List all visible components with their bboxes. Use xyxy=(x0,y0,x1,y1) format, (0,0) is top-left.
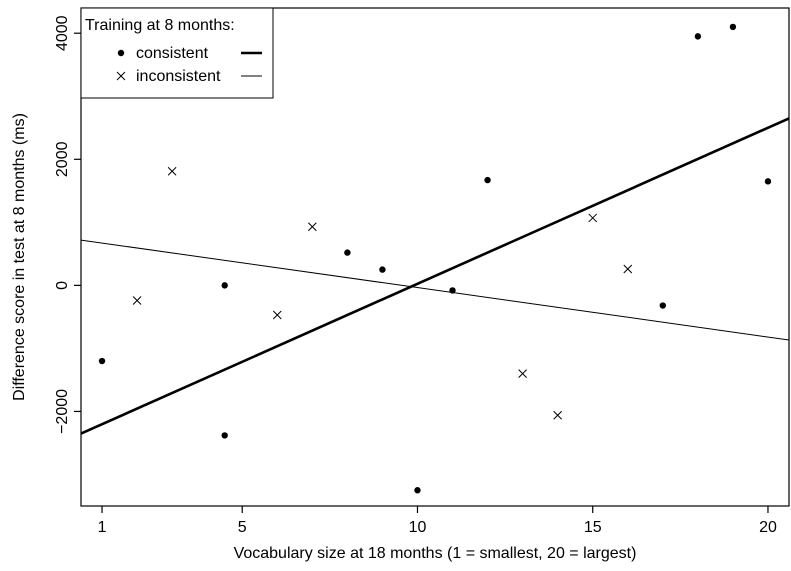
point-inconsistent xyxy=(132,296,142,305)
point-inconsistent xyxy=(518,369,527,378)
x-tick-label: 15 xyxy=(584,519,602,536)
point-inconsistent xyxy=(553,410,563,420)
fit-lines xyxy=(81,117,789,435)
plot-frame xyxy=(80,7,790,507)
point-consistent xyxy=(221,432,228,439)
point-inconsistent xyxy=(588,213,598,223)
fit-line-consistent xyxy=(81,117,789,435)
x-axis-title: Vocabulary size at 18 months (1 = smalle… xyxy=(234,545,637,562)
point-consistent xyxy=(414,487,421,494)
point-consistent xyxy=(221,282,228,289)
point-consistent xyxy=(764,178,772,185)
point-consistent xyxy=(694,33,702,40)
point-consistent xyxy=(729,23,737,31)
data-points xyxy=(98,23,772,494)
legend-title: Training at 8 months: xyxy=(85,17,235,34)
legend-label-consistent: consistent xyxy=(136,45,209,62)
fit-line-inconsistent xyxy=(81,239,789,341)
y-tick-label: 2000 xyxy=(54,141,71,177)
point-inconsistent xyxy=(272,310,282,320)
point-consistent xyxy=(449,287,456,294)
y-tick-label: 4000 xyxy=(54,15,71,51)
y-axis: −2000 0 2000 4000 xyxy=(54,15,81,434)
y-tick-label: −2000 xyxy=(54,389,71,434)
point-inconsistent xyxy=(623,264,633,274)
point-consistent xyxy=(98,357,106,365)
x-tick-label: 10 xyxy=(409,519,427,536)
legend-marker-inconsistent xyxy=(116,71,126,81)
point-consistent xyxy=(659,302,667,309)
legend: Training at 8 months: consistent inconsis… xyxy=(80,7,274,99)
point-inconsistent xyxy=(307,222,317,232)
legend-items: consistent inconsistent xyxy=(116,45,262,85)
point-inconsistent xyxy=(167,166,177,176)
x-axis: 1 5 10 15 20 xyxy=(98,506,777,536)
x-tick-label: 1 xyxy=(98,519,107,536)
point-consistent xyxy=(344,249,351,256)
x-tick-label: 20 xyxy=(759,519,777,536)
point-consistent xyxy=(484,176,491,184)
legend-marker-consistent xyxy=(117,49,125,57)
x-tick-label: 5 xyxy=(238,519,247,536)
legend-label-inconsistent: inconsistent xyxy=(136,68,221,85)
point-consistent xyxy=(379,266,386,273)
y-tick-label: 0 xyxy=(54,281,71,290)
y-axis-title: Difference score in test at 8 months (ms… xyxy=(11,113,28,401)
